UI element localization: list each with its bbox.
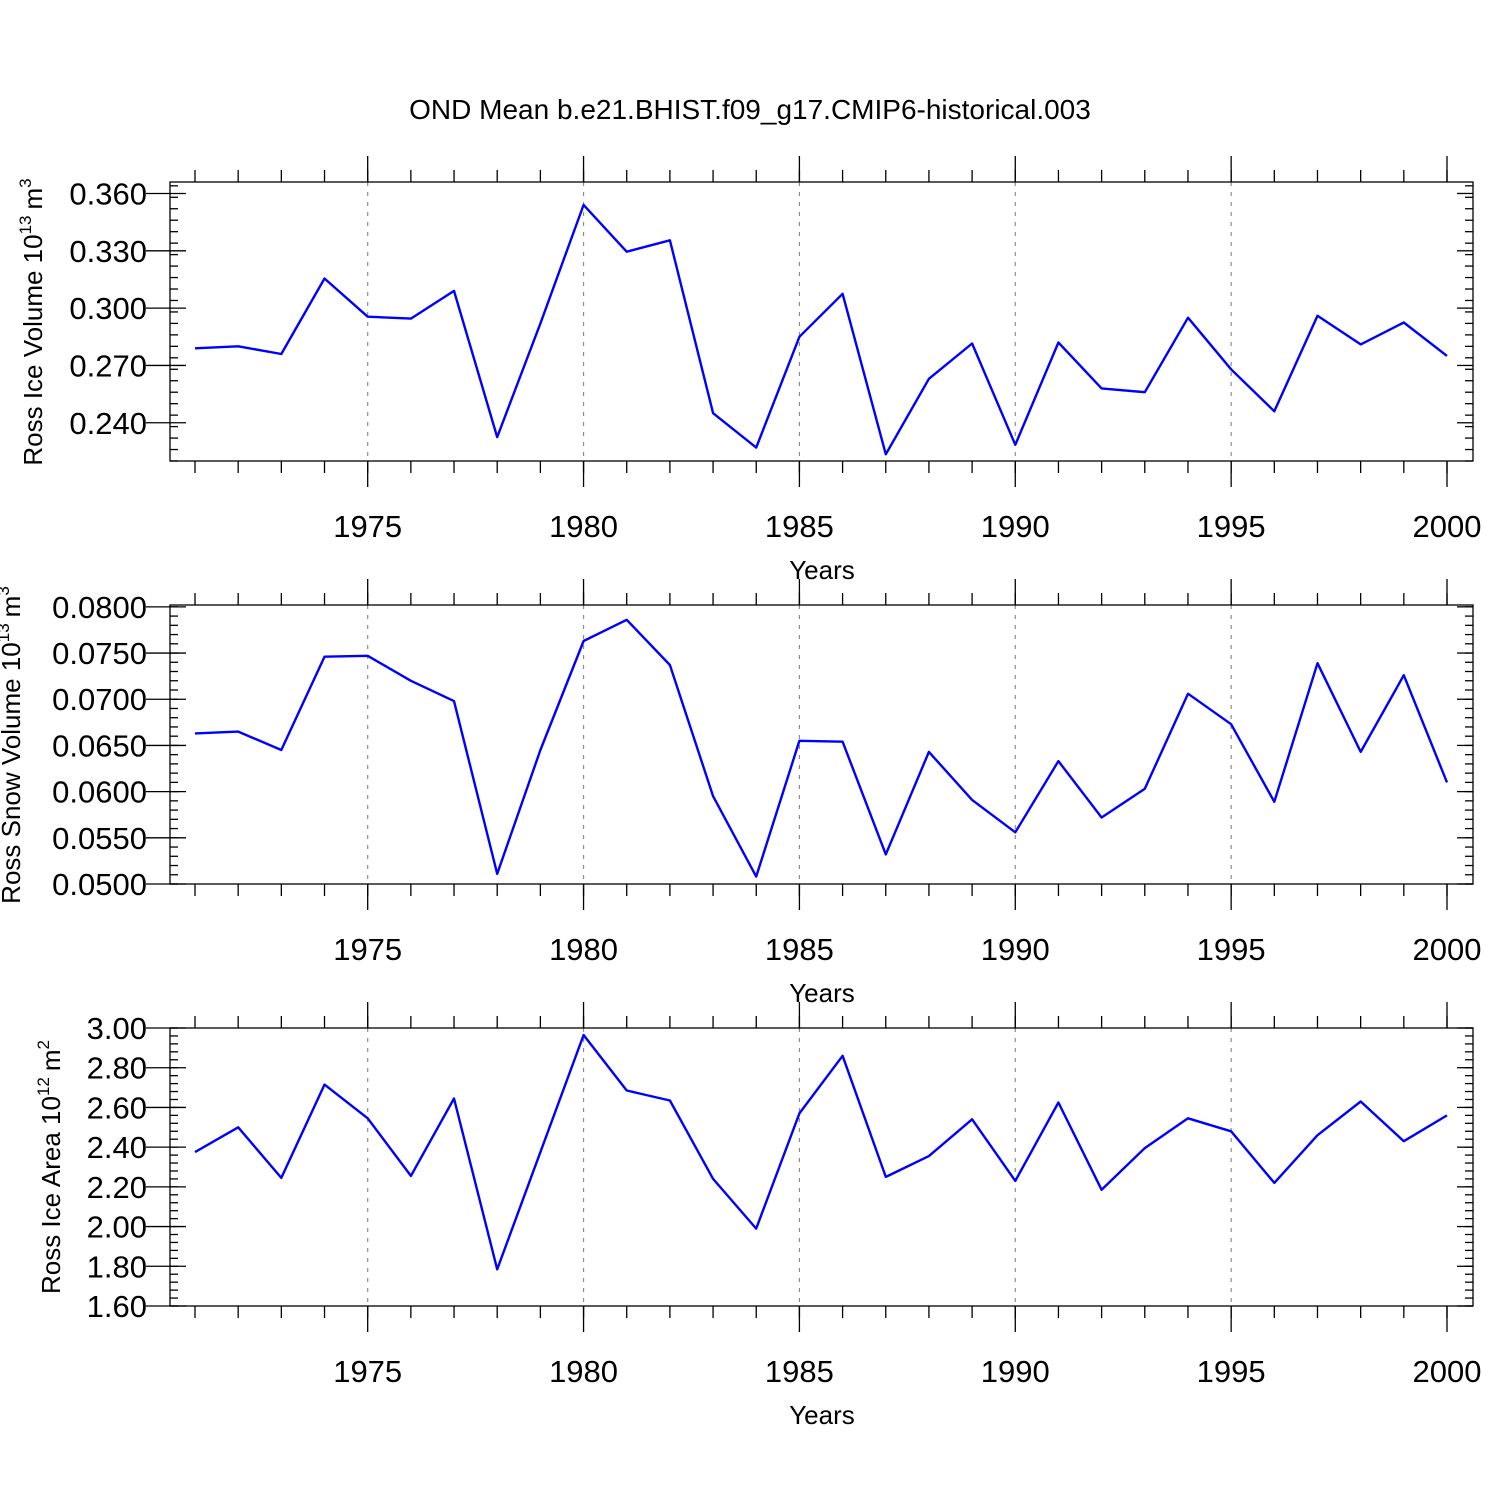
x-axis-label: Years: [789, 978, 855, 1008]
ross-ice-volume-series-line: [194, 203, 1448, 456]
y-axis-label: Ross Ice Area 1012 m2: [34, 1040, 66, 1294]
y-tick-label: 0.0800: [52, 590, 147, 625]
plot-frame: [169, 1027, 1474, 1307]
y-axis-label-exponent: 13: [0, 623, 13, 642]
y-axis-label-unit-exponent: 2: [34, 1040, 53, 1049]
x-axis-label: Years: [789, 1400, 855, 1430]
y-tick-label: 1.60: [87, 1289, 147, 1324]
x-tick-label: 1990: [981, 932, 1050, 967]
y-axis-label-unit: m: [36, 1049, 66, 1071]
y-axis-label-main: Ross Ice Volume 10: [18, 234, 48, 465]
x-tick-label: 2000: [1413, 509, 1482, 544]
y-axis-label: Ross Ice Volume 1013 m3: [16, 178, 48, 465]
x-tick-label: 2000: [1413, 1354, 1482, 1389]
y-axis-label-unit: m: [18, 188, 48, 210]
y-tick-label: 2.80: [87, 1051, 147, 1086]
x-tick-label: 1985: [765, 932, 834, 967]
y-tick-label: 0.0500: [52, 867, 147, 902]
y-axis-label: Ross Snow Volume 1013 m3: [0, 586, 26, 904]
x-tick-label: 2000: [1413, 932, 1482, 967]
x-axis-label: Years: [789, 555, 855, 585]
x-tick-label: 1995: [1197, 932, 1266, 967]
y-tick-label: 0.0650: [52, 728, 147, 763]
x-tick-label: 1980: [549, 509, 618, 544]
y-tick-label: 0.270: [69, 348, 147, 383]
y-tick-label: 2.40: [87, 1130, 147, 1165]
x-tick-label: 1975: [333, 509, 402, 544]
y-tick-label: 2.20: [87, 1170, 147, 1205]
ross-snow-volume-panel: 0.0500 0.0550 0.0600 0.0650 0.0700 0.0750 0.08…: [0, 579, 1481, 1008]
ross-snow-volume-series-line: [194, 618, 1449, 878]
x-tick-label: 1980: [549, 932, 618, 967]
y-tick-label: 2.00: [87, 1210, 147, 1245]
y-tick-label: 0.0600: [52, 775, 147, 810]
y-tick-label: 3.00: [87, 1011, 147, 1046]
plot-frame: [169, 181, 1474, 462]
y-tick-label: 0.330: [69, 234, 147, 269]
x-tick-label: 1985: [765, 509, 834, 544]
x-tick-label: 1995: [1197, 509, 1266, 544]
x-tick-label: 1975: [333, 1354, 402, 1389]
x-tick-label: 1985: [765, 1354, 834, 1389]
x-tick-label: 1990: [981, 509, 1050, 544]
plot-frame: [169, 604, 1474, 885]
figure-title: OND Mean b.e21.BHIST.f09_g17.CMIP6-histo…: [409, 94, 1091, 125]
y-tick-label: 0.240: [69, 406, 147, 441]
y-tick-label: 0.0700: [52, 682, 147, 717]
x-tick-label: 1995: [1197, 1354, 1266, 1389]
y-axis-label-main: Ross Snow Volume 10: [0, 642, 26, 904]
x-tick-label: 1990: [981, 1354, 1050, 1389]
y-tick-label: 0.300: [69, 291, 147, 326]
y-axis-label-unit-exponent: 3: [0, 586, 13, 595]
y-axis-label-unit: m: [0, 596, 26, 618]
x-tick-label: 1980: [549, 1354, 618, 1389]
y-tick-label: 0.360: [69, 176, 147, 211]
y-tick-label: 2.60: [87, 1090, 147, 1125]
chart-panels: 0.240 0.270 0.300 0.330 0.360 1975 1980 1985 199…: [0, 156, 1481, 1430]
y-tick-label: 1.80: [87, 1249, 147, 1284]
x-tick-label: 1975: [333, 932, 402, 967]
y-tick-label: 0.0750: [52, 636, 147, 671]
ross-ice-area-series-line: [194, 1033, 1448, 1271]
y-axis-label-exponent: 13: [16, 215, 35, 234]
ross-ice-volume-panel: 0.240 0.270 0.300 0.330 0.360 1975 1980 1985 199…: [16, 156, 1481, 585]
y-axis-label-main: Ross Ice Area 10: [36, 1096, 66, 1294]
ross-ice-area-panel: 1.60 1.80 2.00 2.20 2.40 2.60 2.80 3.00 1975 1980…: [34, 1002, 1481, 1430]
y-axis-label-unit-exponent: 3: [16, 178, 35, 187]
y-axis-label-exponent: 12: [34, 1077, 53, 1096]
y-tick-label: 0.0550: [52, 821, 147, 856]
